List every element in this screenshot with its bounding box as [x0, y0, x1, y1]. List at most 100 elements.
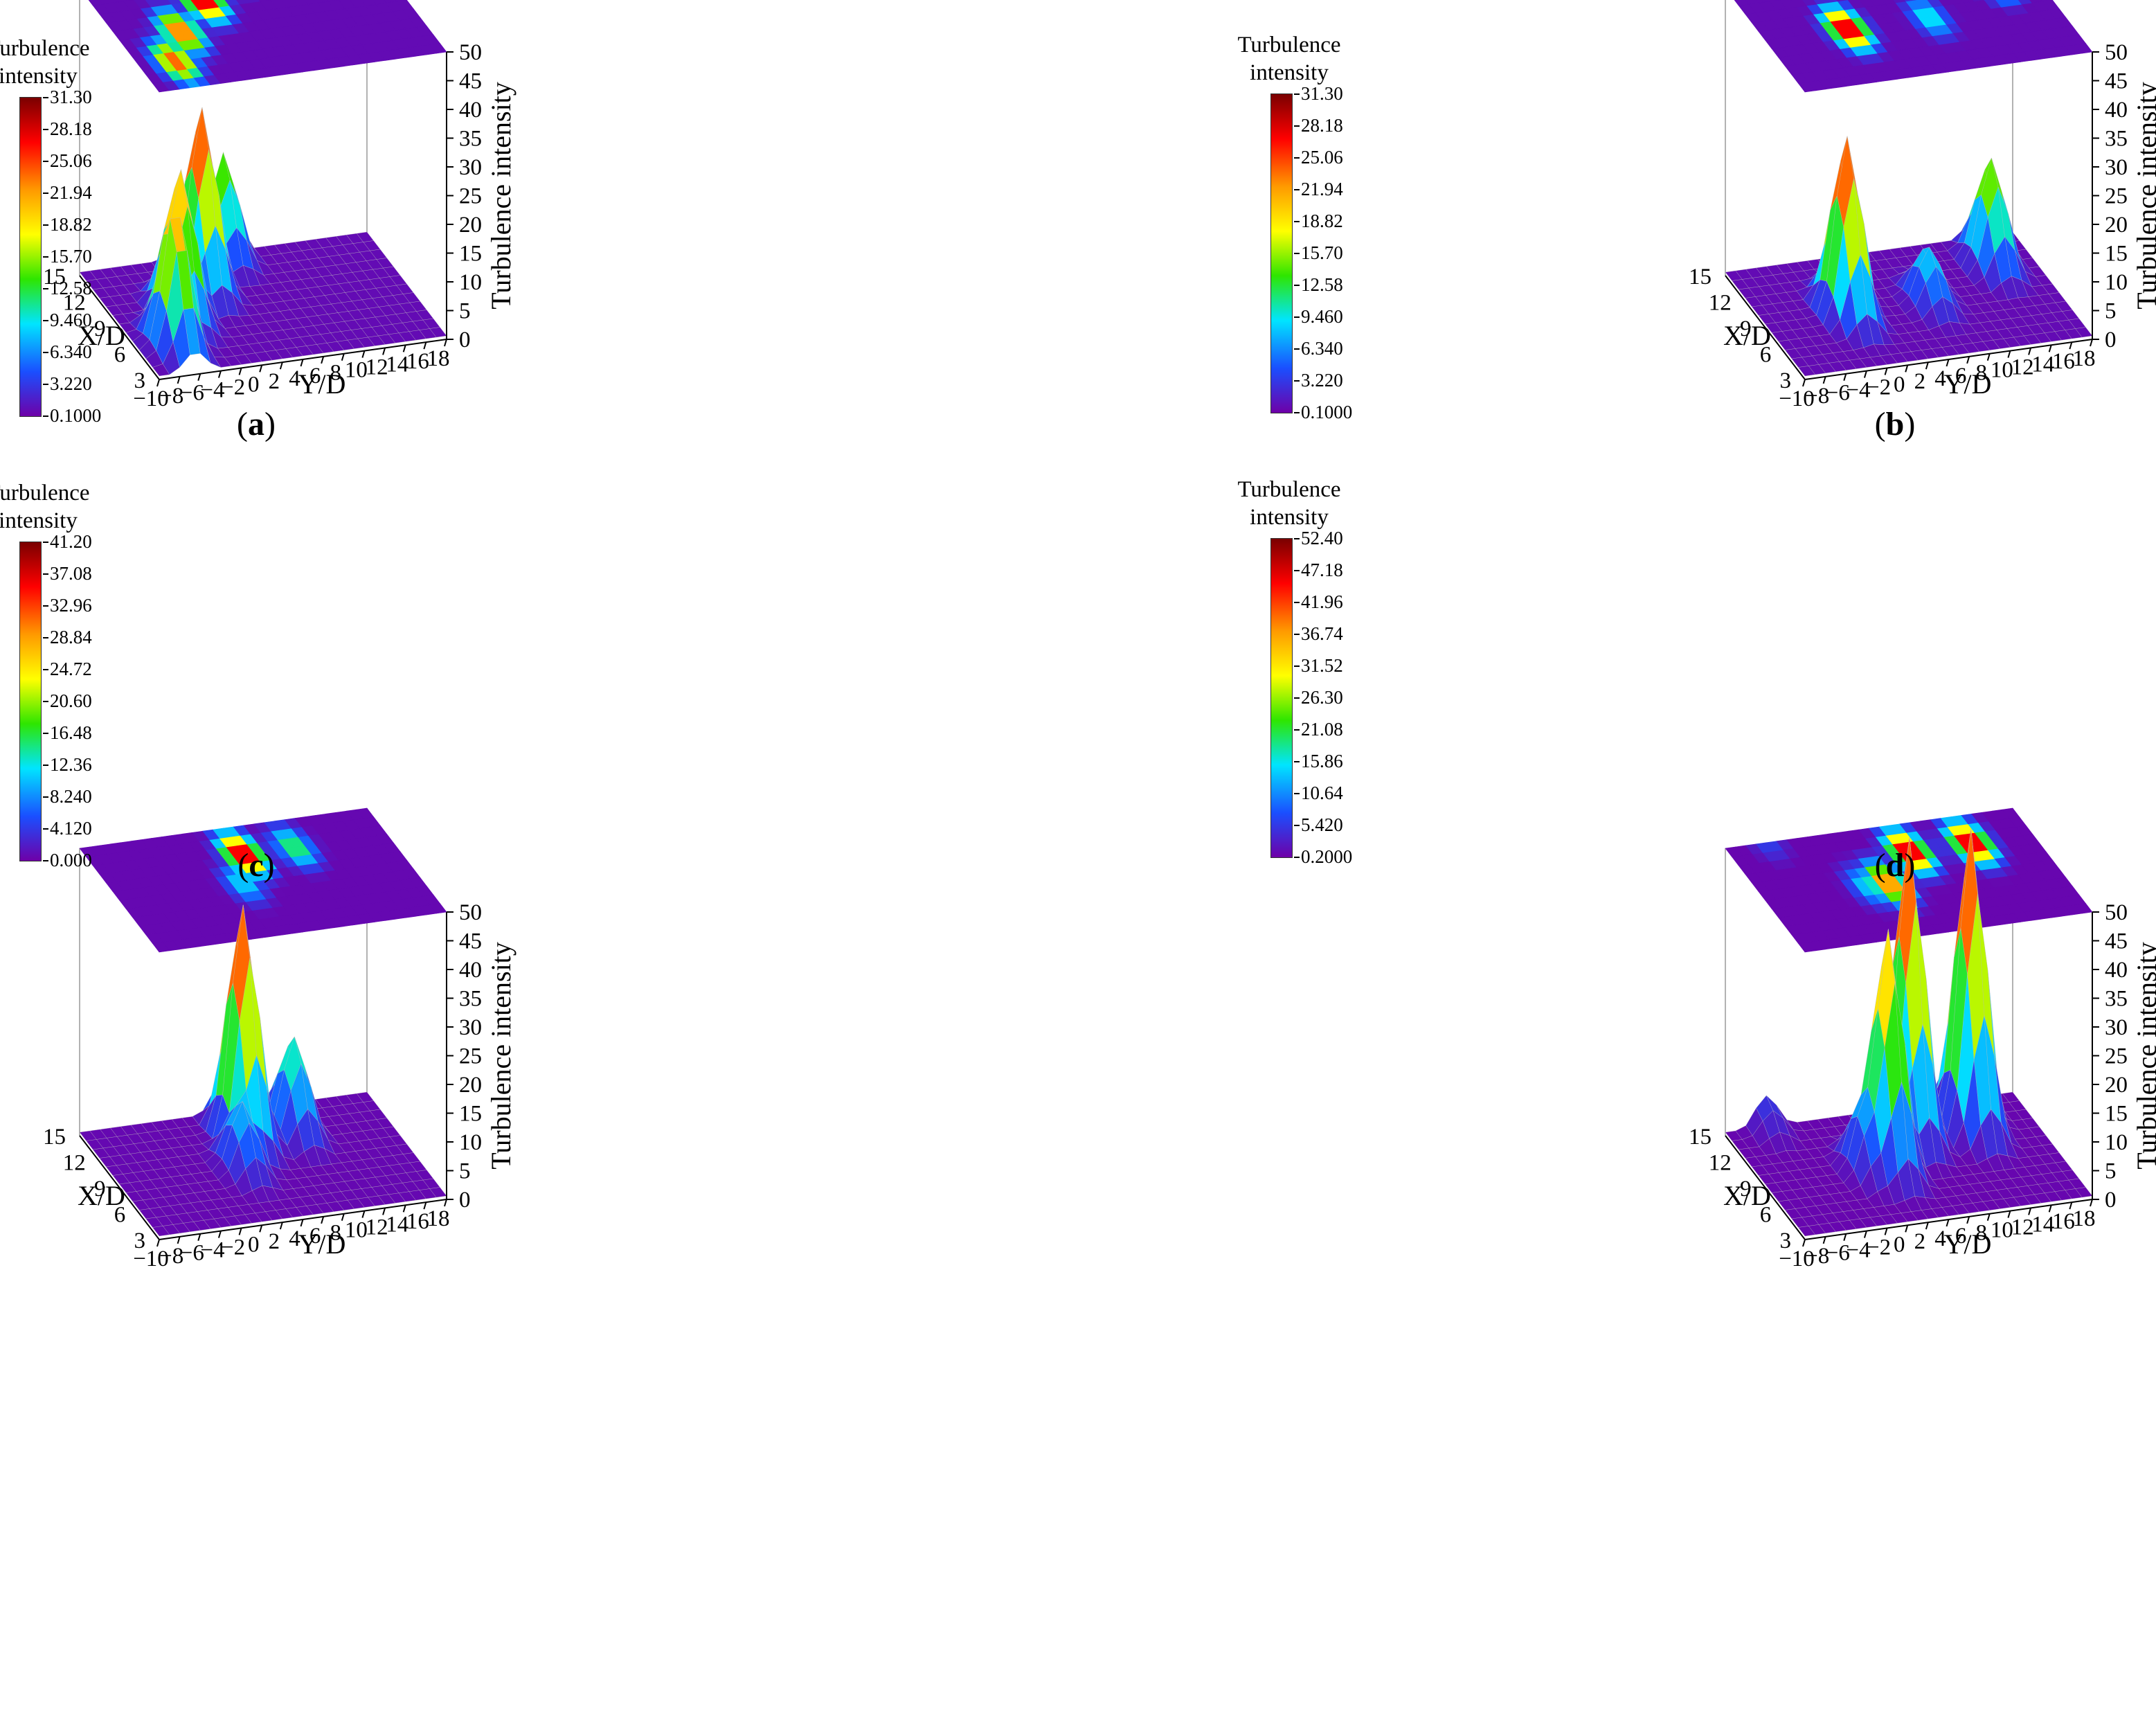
- x-d-tick-label: 12: [63, 1151, 86, 1176]
- y-d-tick-label: 12: [2011, 355, 2034, 379]
- x-d-tick-label: 12: [1709, 291, 1732, 316]
- legend-level-label: 25.06: [1301, 147, 1343, 168]
- y-d-tick-label: −2: [221, 375, 245, 400]
- legend-tick-mark: [1294, 697, 1300, 699]
- contour-cell: [156, 0, 172, 6]
- contour-cell: [235, 0, 251, 5]
- surface-mesh: [79, 107, 447, 377]
- z-tick-label: 45: [2105, 69, 2128, 94]
- legend-level-label: 47.18: [1301, 560, 1343, 580]
- legend-tick-mark: [43, 701, 48, 702]
- y-d-tick-label: −10: [133, 1246, 169, 1271]
- contour-cell: [1961, 0, 1975, 3]
- contour-cell: [384, 0, 397, 3]
- contour-cell: [315, 0, 329, 3]
- contour-cell: [1995, 0, 2012, 8]
- z-axis-title: Turbulence intensity: [2131, 82, 2156, 310]
- contour-cell: [191, 0, 210, 10]
- panel-d: −10 −8 −6 −4 −2 0 2 4 6 8 10 12 14 16 18 Y/D 3 6 9 12 15 X/D 0…: [1078, 477, 2156, 1734]
- z-tick-label: 10: [2105, 1130, 2128, 1155]
- contour-cell: [1745, 0, 1760, 5]
- contour-cell: [1847, 0, 1865, 9]
- z-axis-title: Turbulence intensity: [2131, 942, 2156, 1170]
- legend-tick-mark: [43, 765, 48, 766]
- legend-level-label: 32.96: [50, 595, 92, 616]
- legend-tick-mark: [43, 320, 48, 321]
- contour-cell: [190, 0, 203, 2]
- z-tick-label: 45: [459, 929, 482, 954]
- y-d-tick-mark: [1802, 379, 1806, 387]
- y-d-tick-mark: [2028, 1208, 2032, 1215]
- top-contour-plane: [1734, 0, 2093, 93]
- y-d-tick-label: 0: [248, 1232, 260, 1257]
- y-d-tick-label: −6: [180, 1241, 204, 1266]
- z-tick-label: 0: [2105, 328, 2117, 352]
- legend-level-label: 12.58: [50, 278, 92, 298]
- legend-level-label: 3.220: [1301, 370, 1343, 391]
- x-d-axis-line: [1725, 275, 1806, 380]
- contour-cell: [213, 0, 230, 8]
- legend-tick-mark: [1294, 93, 1300, 95]
- contour-cell: [2018, 0, 2033, 5]
- y-d-tick-label: −6: [1826, 381, 1850, 406]
- y-d-tick-label: 0: [1894, 372, 1905, 397]
- y-d-tick-mark: [1822, 376, 1826, 384]
- y-d-tick-label: −4: [1846, 378, 1870, 403]
- y-d-tick-mark: [300, 1219, 304, 1227]
- z-tick-label: 30: [459, 155, 482, 180]
- y-d-tick-mark: [1884, 1228, 1888, 1235]
- y-d-tick-label: 6: [309, 1224, 321, 1249]
- contour-cell: [122, 0, 134, 2]
- legend-tick-mark: [1294, 221, 1300, 222]
- y-d-tick-mark: [361, 350, 366, 358]
- y-d-tick-label: 2: [269, 369, 280, 394]
- z-tick-label: 15: [459, 1102, 482, 1127]
- legend-title-line1: Turbulence: [1237, 33, 1341, 57]
- y-d-tick-mark: [1802, 1239, 1806, 1247]
- y-d-tick-mark: [2090, 339, 2093, 347]
- contour-cell: [258, 0, 271, 2]
- contour-cell: [395, 0, 408, 2]
- z-tick-label: 35: [2105, 127, 2128, 152]
- legend-level-label: 10.64: [1301, 783, 1343, 803]
- y-d-tick-mark: [1843, 1233, 1847, 1242]
- surface-cell: [429, 327, 447, 338]
- y-d-tick-label: 6: [1955, 1224, 1967, 1249]
- legend-level-label: 9.460: [50, 310, 92, 330]
- z-tick-label: 30: [2105, 155, 2128, 180]
- legend-level-label: 21.94: [1301, 179, 1343, 199]
- y-d-tick-label: 4: [1934, 1226, 1946, 1251]
- contour-cell: [1837, 0, 1856, 10]
- panel-b: −10 −8 −6 −4 −2 0 2 4 6 8 10 12 14 16 18 Y/D 3 6 9 12 15 X/D 0…: [1078, 0, 2156, 867]
- z-tick-label: 45: [2105, 929, 2128, 954]
- y-d-tick-mark: [423, 341, 427, 350]
- legend-level-label: 25.06: [50, 150, 92, 171]
- y-d-tick-label: −2: [221, 1235, 245, 1260]
- y-d-axis-title: Y/D: [1944, 1228, 1992, 1260]
- contour-cell: [1950, 0, 1964, 5]
- x-d-tick-label: 3: [1780, 1228, 1792, 1253]
- legend-tick-mark: [1294, 125, 1300, 127]
- y-d-tick-label: 6: [1955, 364, 1967, 388]
- legend-title-line2: intensity: [0, 64, 78, 89]
- x-d-axis-line: [79, 1135, 160, 1240]
- top-contour-plane: [79, 807, 447, 953]
- y-d-axis-title: Y/D: [298, 368, 346, 400]
- y-d-tick-mark: [177, 1236, 181, 1244]
- legend-tick-mark: [43, 669, 48, 670]
- y-d-tick-mark: [2090, 1199, 2093, 1207]
- x-d-tick-label: 9: [1740, 316, 1752, 341]
- y-d-tick-label: 2: [1914, 369, 1926, 394]
- legend-tick-mark: [1294, 793, 1300, 794]
- z-tick-label: 30: [459, 1015, 482, 1040]
